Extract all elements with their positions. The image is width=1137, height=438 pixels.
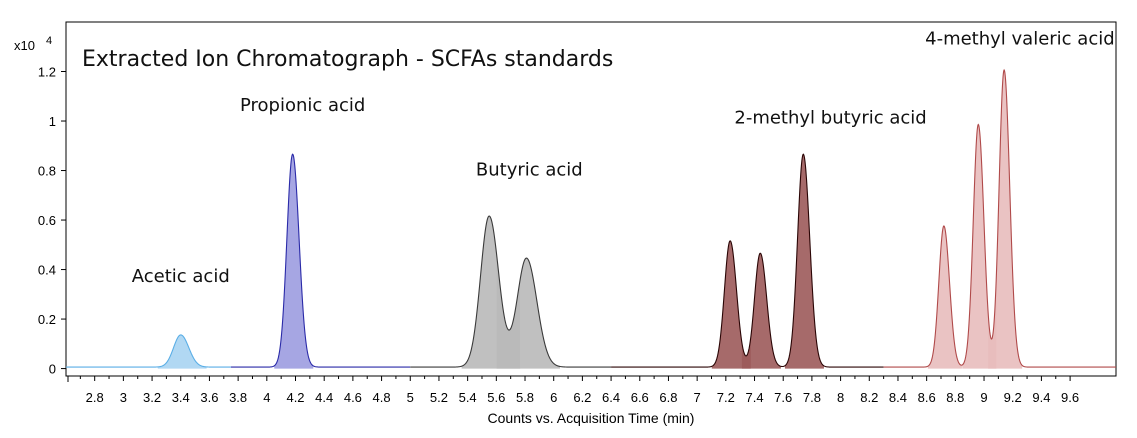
- x-tick-label: 7.4: [745, 390, 763, 405]
- y-axis-ticks: 0 0.2 0.4 0.6 0.8 1 1.2: [38, 65, 66, 377]
- x-tick-label: 7: [694, 390, 701, 405]
- series-4-methyl-valeric-acid: [883, 68, 1116, 369]
- x-axis-title: Counts vs. Acquisition Time (min): [488, 410, 695, 426]
- x-tick-label: 5.2: [430, 390, 448, 405]
- x-tick-label: 7.6: [774, 390, 792, 405]
- y-tick-label: 0.8: [38, 164, 56, 179]
- peak-area-2-1: [496, 254, 561, 369]
- series-trace-1: [230, 153, 411, 368]
- peak-area-4-2: [988, 70, 1023, 369]
- x-tick-label: 4.2: [286, 390, 304, 405]
- y-tick-label: 0.6: [38, 213, 56, 228]
- x-tick-label: 6: [550, 390, 557, 405]
- series-trace-3: [611, 153, 884, 368]
- y-tick-label: 0: [49, 362, 56, 377]
- x-tick-label: 8.8: [946, 390, 964, 405]
- x-tick-label: 5.6: [487, 390, 505, 405]
- x-tick-label: 5.8: [516, 390, 534, 405]
- peak-area-4-0: [927, 226, 962, 369]
- peak-label: 4-methyl valeric acid: [925, 28, 1115, 49]
- y-multiplier-base: x10: [14, 38, 35, 53]
- x-tick-label: 3.4: [172, 390, 190, 405]
- peak-area-3-1: [741, 253, 781, 369]
- x-tick-label: 3.2: [143, 390, 161, 405]
- peak-label: 2-methyl butyric acid: [734, 107, 926, 128]
- series-propionic-acid: [230, 153, 411, 369]
- x-tick-label: 6.4: [602, 390, 620, 405]
- peak-area-4-1: [962, 124, 997, 369]
- x-axis-ticks: 2.8 3 3.2 3.4 3.6 3.8 4 4.2 4.4 4.6 4.8 5 5.2 5.4 5.6 5…: [67, 376, 1079, 405]
- x-tick-label: 9.6: [1061, 390, 1079, 405]
- x-tick-label: 7.8: [803, 390, 821, 405]
- y-tick-label: 1.2: [38, 65, 56, 80]
- series-trace-4: [883, 68, 1116, 368]
- x-tick-label: 8.4: [889, 390, 907, 405]
- x-tick-label: 8.6: [918, 390, 936, 405]
- peak-label: Acetic acid: [132, 266, 230, 287]
- peak-label: Butyric acid: [476, 159, 583, 180]
- x-tick-label: 9.2: [1004, 390, 1022, 405]
- x-tick-label: 6.6: [631, 390, 649, 405]
- series-acetic-acid: [66, 334, 231, 369]
- x-tick-label: 8: [837, 390, 844, 405]
- x-tick-label: 4.6: [344, 390, 362, 405]
- peak-label: Propionic acid: [240, 95, 365, 116]
- x-tick-label: 9: [980, 390, 987, 405]
- x-tick-label: 9.4: [1032, 390, 1050, 405]
- series-trace-2: [410, 215, 612, 368]
- series-trace-0: [66, 334, 231, 368]
- x-tick-label: 4.8: [373, 390, 391, 405]
- x-tick-label: 2.8: [86, 390, 104, 405]
- x-tick-label: 7.2: [717, 390, 735, 405]
- x-tick-label: 3.8: [229, 390, 247, 405]
- peak-area-3-2: [784, 154, 824, 369]
- chart-title: Extracted Ion Chromatograph - SCFAs stan…: [82, 47, 613, 72]
- series-2-methyl-butyric-acid: [611, 153, 884, 369]
- x-tick-label: 3.6: [200, 390, 218, 405]
- peak-annotations: Acetic acid Propionic acid Butyric acid 2-m…: [132, 28, 1115, 287]
- x-tick-label: 8.2: [860, 390, 878, 405]
- x-tick-label: 3: [120, 390, 127, 405]
- x-tick-label: 6.8: [659, 390, 677, 405]
- y-multiplier-exponent: 4: [46, 35, 52, 47]
- peak-area-1-0: [274, 154, 314, 369]
- x-tick-label: 5: [407, 390, 414, 405]
- y-tick-label: 1: [49, 114, 56, 129]
- series-butyric-acid: [410, 215, 612, 369]
- peak-area-3-0: [711, 240, 751, 369]
- x-tick-label: 4: [263, 390, 270, 405]
- plot-frame: [65, 21, 1117, 377]
- x-tick-label: 4.4: [315, 390, 333, 405]
- x-tick-label: 6.2: [573, 390, 591, 405]
- y-tick-label: 0.2: [38, 312, 56, 327]
- y-tick-label: 0.4: [38, 263, 56, 278]
- x-tick-label: 5.4: [459, 390, 477, 405]
- series-layer: [66, 68, 1116, 369]
